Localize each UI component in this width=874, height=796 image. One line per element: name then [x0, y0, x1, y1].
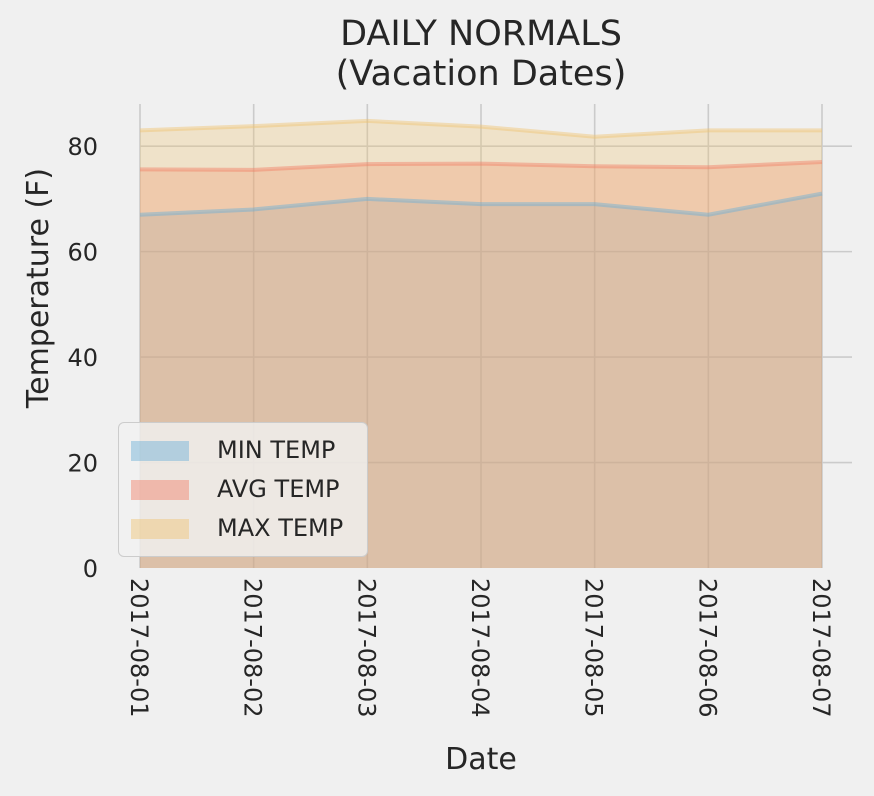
x-tick-label: 2017-08-05 [580, 578, 608, 717]
x-axis-label: Date [445, 742, 517, 777]
y-tick-label: 40 [67, 344, 98, 372]
x-tick-label: 2017-08-04 [466, 578, 494, 717]
line-max-temp [139, 118, 822, 139]
chart-title-line-1: DAILY NORMALS [340, 14, 622, 54]
legend-swatch-min [131, 441, 189, 461]
legend-label-max: MAX TEMP [217, 514, 344, 542]
legend-swatch-max [131, 519, 189, 539]
legend-item-avg: AVG TEMP [129, 472, 364, 508]
y-tick-label: 60 [67, 239, 98, 267]
line-min-temp [139, 191, 823, 217]
legend: MIN TEMP AVG TEMP MAX TEMP [118, 422, 368, 557]
y-axis-label: Temperature (F) [21, 167, 56, 409]
y-tick-label: 80 [67, 133, 98, 161]
y-tick-label: 20 [67, 450, 98, 478]
legend-label-min: MIN TEMP [217, 436, 336, 464]
x-tick-label: 2017-08-02 [239, 578, 267, 717]
x-tick-label: 2017-08-03 [352, 578, 380, 717]
chart-title: DAILY NORMALS (Vacation Dates) [140, 14, 822, 94]
legend-item-max: MAX TEMP [129, 511, 364, 547]
y-tick-label: 0 [83, 555, 98, 583]
legend-swatch-avg [131, 480, 189, 500]
line-avg-temp [139, 160, 823, 172]
legend-label-avg: AVG TEMP [217, 475, 340, 503]
legend-item-min: MIN TEMP [129, 433, 364, 469]
chart-title-line-2: (Vacation Dates) [335, 54, 627, 94]
x-tick-label: 2017-08-06 [693, 578, 721, 717]
x-tick-label: 2017-08-07 [807, 578, 835, 717]
x-tick-label: 2017-08-01 [125, 578, 153, 717]
